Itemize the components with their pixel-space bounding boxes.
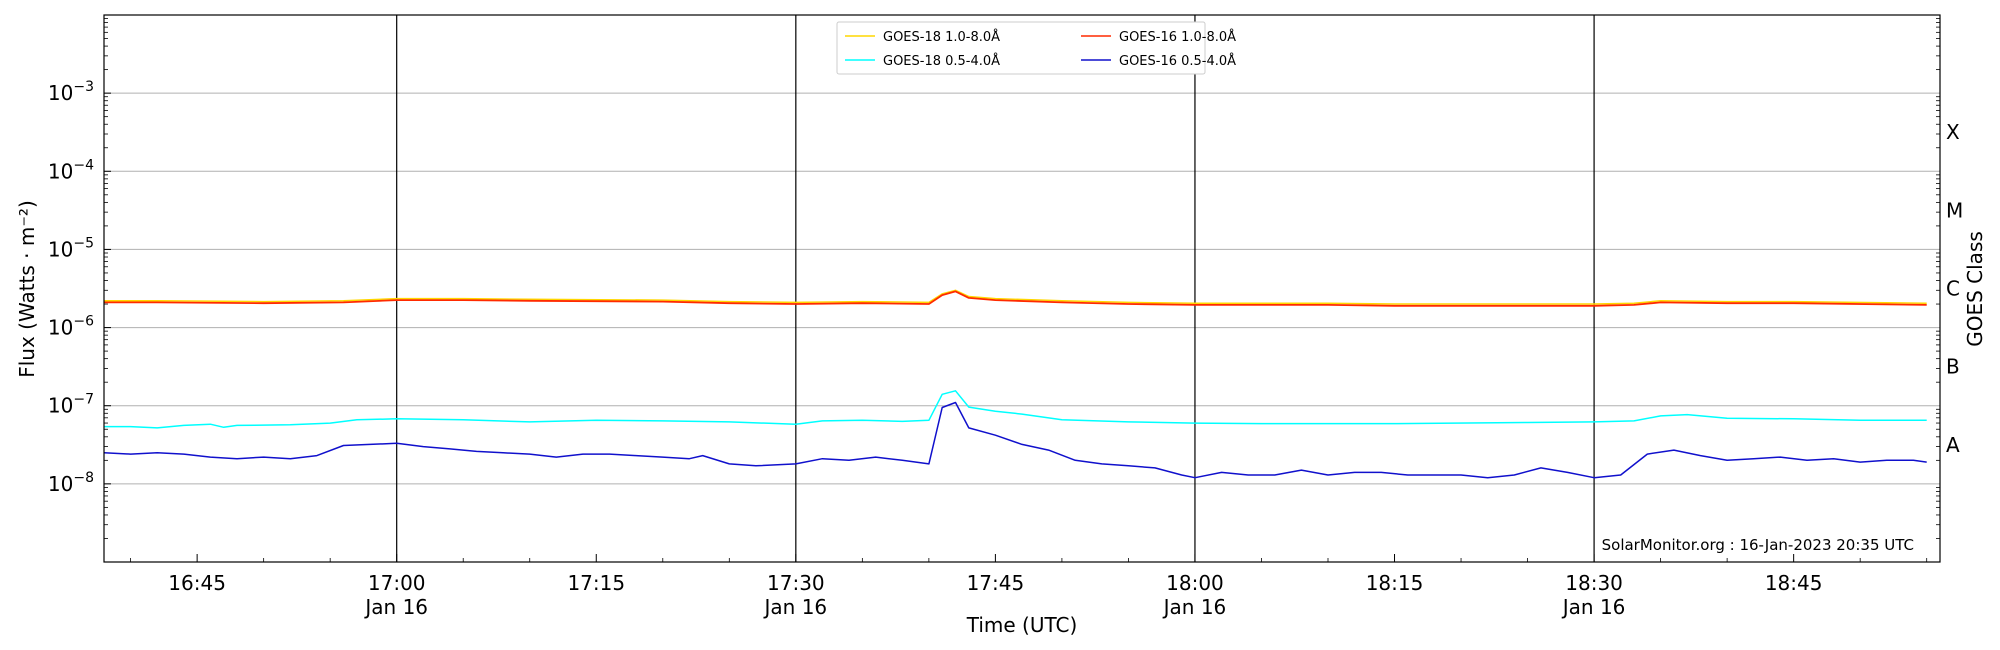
y-tick-label: 10−3 xyxy=(48,79,94,105)
y-axis-title: Flux (Watts · m⁻²) xyxy=(15,200,39,378)
legend-label: GOES-18 0.5-4.0Å xyxy=(883,53,1000,69)
y-tick-label: 10−8 xyxy=(48,470,94,496)
x-tick-label: 17:30 xyxy=(767,571,825,595)
y-tick-label: 10−5 xyxy=(48,235,94,261)
x-tick-sublabel: Jan 16 xyxy=(363,595,428,619)
series-line-4 xyxy=(103,401,1927,479)
legend-label: GOES-18 1.0-8.0Å xyxy=(883,29,1000,45)
x-tick-label: 18:45 xyxy=(1765,571,1823,595)
y-tick-label: 10−6 xyxy=(48,314,94,340)
goes-class-label: B xyxy=(1946,355,1960,379)
series-line-1 xyxy=(104,289,1927,305)
legend-label: GOES-16 1.0-8.0Å xyxy=(1119,29,1236,45)
x-tick-label: 17:15 xyxy=(567,571,625,595)
credit-text: SolarMonitor.org : 16-Jan-2023 20:35 UTC xyxy=(1602,536,1914,554)
x-tick-label: 18:15 xyxy=(1366,571,1424,595)
x-tick-label: 18:30 xyxy=(1565,571,1623,595)
goes-class-label: C xyxy=(1946,277,1960,301)
y-tick-label: 10−4 xyxy=(48,157,94,183)
legend-label: GOES-16 0.5-4.0Å xyxy=(1119,53,1236,69)
goes-class-axis: A B C M X xyxy=(1946,120,1963,457)
legend-box xyxy=(836,21,1206,75)
goes-class-label: M xyxy=(1946,198,1963,222)
x-tick-label: 17:00 xyxy=(368,571,426,595)
x-tick-sublabel: Jan 16 xyxy=(763,595,828,619)
goes-class-axis-title: GOES Class xyxy=(1963,231,1987,347)
legend: GOES-18 1.0-8.0Å GOES-18 0.5-4.0Å GOES-16 … xyxy=(836,21,1236,75)
goes-class-label: A xyxy=(1946,433,1960,457)
goes-class-label: X xyxy=(1946,120,1960,144)
series-line-3 xyxy=(104,290,1927,307)
y-tick-label: 10−7 xyxy=(48,392,94,418)
series-layer xyxy=(103,289,1927,479)
plot-frame xyxy=(103,14,1941,563)
x-tick-label: 16:45 xyxy=(168,571,226,595)
day-marker-layer xyxy=(396,15,1595,562)
x-axis-title: Time (UTC) xyxy=(966,613,1078,637)
x-tick-sublabel: Jan 16 xyxy=(1561,595,1626,619)
x-tick-sublabel: Jan 16 xyxy=(1162,595,1227,619)
x-tick-label: 18:00 xyxy=(1166,571,1224,595)
x-tick-label: 17:45 xyxy=(967,571,1025,595)
grid-layer xyxy=(104,92,1940,485)
series-line-2 xyxy=(104,390,1927,429)
y-axis: 10−8 10−7 10−6 10−5 10−4 10−3 xyxy=(48,18,1940,539)
